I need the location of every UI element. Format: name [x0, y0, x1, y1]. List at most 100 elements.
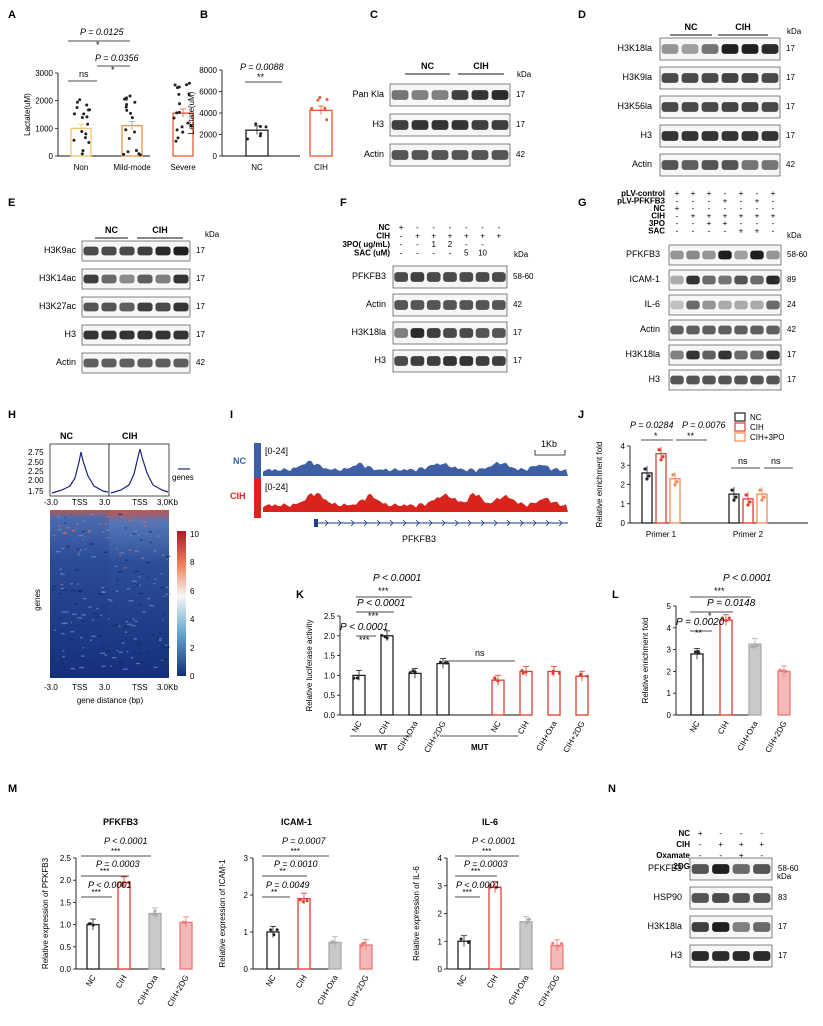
blot-band-hsp90: [689, 886, 773, 910]
data-point: [81, 149, 85, 153]
data-point: [124, 105, 128, 109]
x-tick-label: NC: [264, 973, 278, 988]
blot-row-label: PFKFB3: [626, 249, 660, 259]
data-point: [173, 83, 177, 87]
data-point: [784, 669, 788, 673]
condition-mark: -: [432, 223, 435, 232]
h-ytick-3: 2.00: [28, 476, 44, 485]
panel-h-heatmap: NC CIH 2.75 2.50 2.25 2.00 1.75 genes -3…: [28, 431, 199, 705]
y-tick-label: 3: [667, 646, 672, 655]
data-point: [675, 480, 679, 484]
y-axis-label: Relative expression of PFKFB3: [41, 857, 50, 969]
blot-row-label: PFKFB3: [352, 271, 386, 281]
h-title-nc: NC: [60, 431, 73, 441]
bar-cih: [117, 881, 131, 970]
data-point: [724, 619, 728, 623]
data-point: [732, 498, 736, 502]
blot-size-label: 17: [196, 274, 205, 283]
h-cbar-6: 6: [190, 587, 195, 596]
condition-mark: -: [719, 829, 722, 838]
h-ylabel: genes: [33, 589, 42, 611]
h-cbar-4: 4: [190, 615, 195, 624]
condition-mark: +: [771, 189, 776, 198]
y-tick-label: 0: [621, 519, 626, 528]
x-tick-label: NC: [251, 163, 263, 172]
condition-mark: -: [400, 232, 403, 241]
data-point: [385, 636, 389, 640]
y-tick-label: 3: [438, 882, 443, 891]
data-point: [151, 912, 155, 916]
blot-band-pfkfb3: [392, 265, 508, 289]
data-point: [778, 668, 782, 672]
condition-mark: -: [740, 829, 743, 838]
h-cbar-8: 8: [190, 558, 195, 567]
blot-row-label: Actin: [364, 149, 384, 159]
chart-title: IL-6: [482, 817, 498, 827]
y-tick-label: 0: [438, 965, 443, 974]
condition-mark: +: [497, 232, 502, 241]
y-tick-label: 0.5: [324, 691, 336, 700]
legend-label: CIH: [750, 423, 764, 432]
data-point: [330, 941, 334, 945]
x-tick-label: CIH: [314, 163, 328, 172]
blot-row-label: Actin: [366, 299, 386, 309]
blot-band-h3: [659, 124, 781, 148]
data-point: [645, 477, 649, 481]
m-p-value: P < 0.0001: [88, 880, 131, 890]
condition-label: CIH: [376, 232, 390, 241]
data-point: [557, 671, 561, 675]
condition-mark: +: [698, 829, 703, 838]
data-point: [467, 940, 471, 944]
x-tick-label: CIH+2DG: [422, 720, 447, 755]
data-point: [762, 495, 766, 499]
legend-swatch: [734, 422, 746, 432]
condition-mark: +: [739, 212, 744, 221]
data-point: [443, 661, 447, 665]
x-tick-label: CIH: [114, 973, 129, 990]
y-tick-label: 2: [244, 891, 249, 900]
blot-band-h3k18la: [689, 915, 773, 939]
chart-title: ICAM-1: [281, 817, 312, 827]
a-ns: ns: [79, 69, 89, 79]
condition-mark: +: [739, 851, 744, 860]
condition-mark: -: [692, 219, 695, 228]
blot-size-label: 42: [786, 160, 795, 169]
panel-b-chart: P = 0.0088 **: [240, 62, 283, 83]
data-point: [748, 500, 752, 504]
h-ytick-1: 2.50: [28, 458, 44, 467]
blot-size-label: 17: [786, 102, 795, 111]
h-profile-nc-line: [51, 451, 109, 494]
condition-mark: +: [739, 189, 744, 198]
condition-label: 3PO: [649, 219, 665, 228]
y-tick-label: 4: [438, 854, 443, 863]
data-point: [83, 136, 87, 140]
y-tick-label: 1.5: [60, 898, 72, 907]
data-point: [127, 880, 131, 884]
blot-row-label: H3: [640, 130, 652, 140]
data-point: [579, 673, 583, 677]
bar-cihoxa: [748, 643, 762, 716]
data-point: [128, 94, 132, 98]
data-point: [174, 139, 178, 143]
data-point: [177, 85, 181, 89]
y-tick-label: 2: [438, 910, 443, 919]
condition-label: pLV-PFKFB3: [617, 197, 665, 206]
x-tick-label: Primer 2: [733, 530, 764, 539]
condition-mark: -: [760, 829, 763, 838]
x-tick-label: CIH: [516, 719, 531, 736]
blot-band-actin: [81, 352, 191, 374]
blot-row-label: Actin: [56, 357, 76, 367]
h-xlabel: gene distance (bp): [77, 696, 144, 705]
bar-cih: [655, 453, 667, 524]
blot-size-label: 24: [787, 300, 796, 309]
bar-cihoxa: [148, 912, 162, 970]
y-tick-label: 1: [667, 689, 672, 698]
data-point: [746, 503, 750, 507]
h-colorbar: [177, 531, 186, 676]
panel-l-annotations: P < 0.0001 *** P = 0.0148 * P = 0.0020 *…: [676, 573, 771, 638]
data-point: [647, 474, 651, 478]
m-stars: ***: [92, 888, 101, 897]
blot-size-label: 17: [786, 131, 795, 140]
blot-size-label: 58-60: [787, 250, 808, 259]
